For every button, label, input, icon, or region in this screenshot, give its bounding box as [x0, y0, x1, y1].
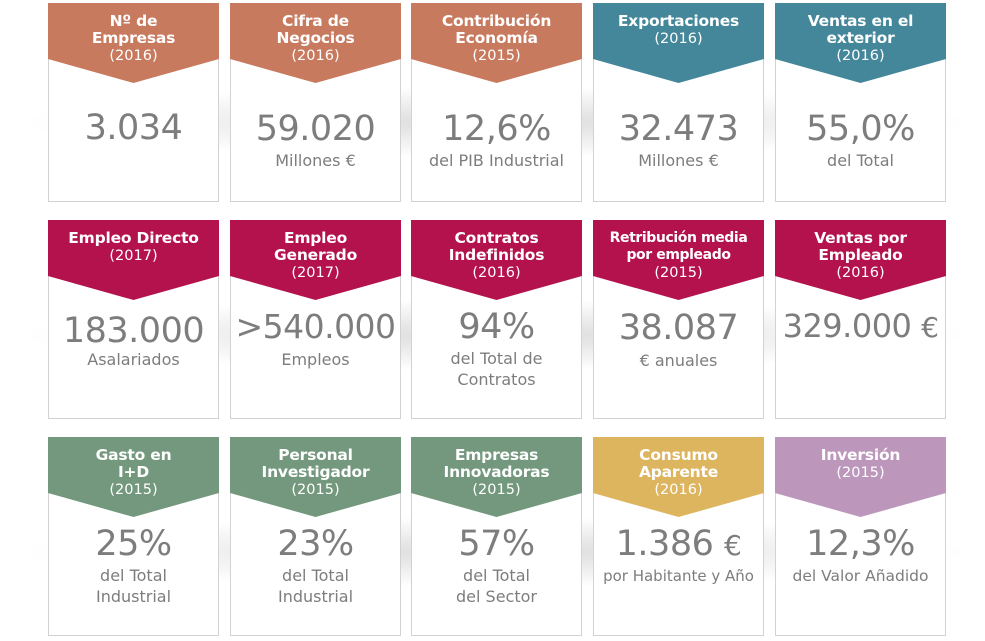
card-year: (2016)	[836, 48, 885, 64]
card-year: (2015)	[109, 482, 158, 498]
card-banner: Cifra de Negocios (2016)	[230, 3, 401, 83]
card-title: Consumo Aparente	[638, 446, 719, 481]
card-value: 32.473	[618, 109, 739, 149]
euro-symbol: €	[921, 311, 939, 344]
card-value: 55,0%	[806, 109, 915, 149]
card-value: 12,6%	[442, 109, 551, 149]
card-empleo-directo: Empleo Directo (2017) 183.000 Asalariado…	[48, 220, 219, 419]
card-banner: Exportaciones (2016)	[593, 3, 764, 83]
euro-symbol: €	[724, 529, 742, 562]
card-title: Empleo Generado	[273, 229, 358, 264]
card-title: Empleo Directo	[68, 229, 199, 247]
card-year: (2015)	[291, 482, 340, 498]
card-banner: Nº de Empresas (2016)	[48, 3, 219, 83]
card-caption: del Total de Contratos	[450, 349, 543, 389]
card-banner: Empresas Innovadoras (2015)	[411, 437, 582, 517]
card-value: 38.087	[618, 308, 739, 348]
card-year: (2015)	[654, 265, 703, 281]
card-empleo-generado: Empleo Generado (2017) >540.000 Empleos	[230, 220, 401, 419]
card-caption: del Valor Añadido	[792, 567, 929, 585]
card-title: Personal Investigador	[261, 446, 370, 481]
card-value: 94%	[458, 307, 535, 347]
card-title: Retribución media por empleado	[609, 230, 748, 263]
card-value: 12,3%	[806, 524, 915, 564]
card-consumo-aparente: Consumo Aparente (2016) 1.386 € por Habi…	[593, 437, 764, 636]
card-value: 329.000 €	[782, 307, 939, 345]
card-year: (2015)	[836, 465, 885, 481]
card-title: Ventas por Empleado	[814, 229, 907, 264]
card-cifra-negocios: Cifra de Negocios (2016) 59.020 Millones…	[230, 3, 401, 202]
card-year: (2016)	[109, 48, 158, 64]
card-value: 1.386 €	[615, 524, 742, 564]
card-inversion: Inversión (2015) 12,3% del Valor Añadido	[775, 437, 946, 636]
card-title: Inversión	[820, 446, 901, 464]
card-gasto-id: Gasto en I+D (2015) 25% del Total Indust…	[48, 437, 219, 636]
card-value: 57%	[458, 524, 535, 564]
card-title: Contribución Economía	[441, 12, 552, 47]
card-empresas-innovadoras: Empresas Innovadoras (2015) 57% del Tota…	[411, 437, 582, 636]
card-year: (2016)	[836, 265, 885, 281]
card-banner: Retribución media por empleado (2015)	[593, 220, 764, 300]
card-caption: del Total Industrial	[95, 566, 172, 606]
card-year: (2015)	[472, 48, 521, 64]
card-year: (2016)	[654, 31, 703, 47]
card-year: (2015)	[472, 482, 521, 498]
card-caption: del Total del Sector	[456, 566, 537, 606]
card-banner: Contratos Indefinidos (2016)	[411, 220, 582, 300]
card-caption: del Total	[827, 151, 894, 170]
card-banner: Empleo Directo (2017)	[48, 220, 219, 300]
card-year: (2016)	[291, 48, 340, 64]
card-title: Nº de Empresas	[91, 12, 176, 47]
card-banner: Consumo Aparente (2016)	[593, 437, 764, 517]
card-caption: Millones €	[275, 151, 356, 170]
card-banner: Ventas por Empleado (2016)	[775, 220, 946, 300]
card-banner: Inversión (2015)	[775, 437, 946, 517]
card-ventas-exterior: Ventas en el exterior (2016) 55,0% del T…	[775, 3, 946, 202]
card-banner: Contribución Economía (2015)	[411, 3, 582, 83]
card-value: >540.000	[235, 307, 396, 346]
card-title: Contratos Indefinidos	[448, 229, 545, 264]
card-banner: Personal Investigador (2015)	[230, 437, 401, 517]
card-year: (2016)	[654, 482, 703, 498]
card-caption: Empleos	[281, 350, 350, 369]
card-value: 23%	[277, 524, 354, 564]
card-caption: por Habitante y Año	[603, 567, 754, 585]
card-title: Empresas Innovadoras	[443, 446, 550, 481]
card-caption: Millones €	[638, 151, 719, 170]
card-contribucion-economia: Contribución Economía (2015) 12,6% del P…	[411, 3, 582, 202]
card-year: (2016)	[472, 265, 521, 281]
card-retribucion-media: Retribución media por empleado (2015) 38…	[593, 220, 764, 419]
card-title: Exportaciones	[617, 12, 740, 30]
card-title: Gasto en I+D	[95, 446, 172, 481]
card-exportaciones: Exportaciones (2016) 32.473 Millones €	[593, 3, 764, 202]
card-value: 25%	[95, 524, 172, 564]
card-banner: Empleo Generado (2017)	[230, 220, 401, 300]
card-year: (2017)	[109, 248, 158, 264]
card-title: Ventas en el exterior	[807, 12, 914, 47]
card-value: 3.034	[84, 108, 183, 148]
card-caption: del Total Industrial	[277, 566, 354, 606]
card-caption: € anuales	[639, 351, 718, 370]
card-value: 183.000	[62, 311, 205, 351]
card-caption: del PIB Industrial	[429, 151, 564, 170]
card-contratos-indefinidos: Contratos Indefinidos (2016) 94% del Tot…	[411, 220, 582, 419]
card-caption: Asalariados	[87, 350, 180, 369]
card-title: Cifra de Negocios	[276, 12, 355, 47]
card-ventas-empleado: Ventas por Empleado (2016) 329.000 €	[775, 220, 946, 419]
card-personal-investigador: Personal Investigador (2015) 23% del Tot…	[230, 437, 401, 636]
card-banner: Gasto en I+D (2015)	[48, 437, 219, 517]
card-num-empresas: Nº de Empresas (2016) 3.034	[48, 3, 219, 202]
card-year: (2017)	[291, 265, 340, 281]
card-value: 59.020	[255, 109, 376, 149]
card-banner: Ventas en el exterior (2016)	[775, 3, 946, 83]
